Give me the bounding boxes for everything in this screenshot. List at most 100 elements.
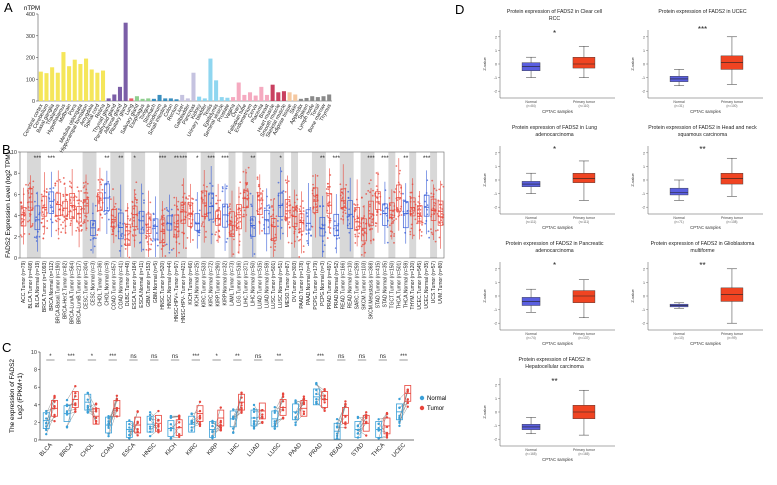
b-point <box>98 202 100 205</box>
a-bar <box>247 92 253 101</box>
b-point <box>229 220 232 223</box>
c-tumor-point <box>281 395 285 399</box>
b-point <box>183 192 186 195</box>
c-pair-line <box>295 413 305 423</box>
b-point <box>249 192 252 195</box>
b-point <box>132 216 135 219</box>
b-point <box>434 229 437 232</box>
b-point <box>385 206 388 209</box>
d-tumor-n: (n=111) <box>579 220 590 224</box>
c-normal-point <box>252 410 256 414</box>
b-point <box>354 204 357 207</box>
b-point <box>431 179 434 182</box>
b-box <box>124 223 131 246</box>
b-point <box>86 219 89 222</box>
b-point <box>438 222 441 224</box>
b-point <box>302 245 305 248</box>
b-box <box>201 190 207 217</box>
b-point <box>168 251 171 254</box>
b-point <box>121 232 123 235</box>
b-box <box>20 207 27 227</box>
a-bar <box>236 82 241 101</box>
b-point <box>306 240 309 242</box>
b-point <box>353 229 356 232</box>
c-pair-line <box>399 390 408 400</box>
b-shade-band <box>311 152 326 258</box>
b-point <box>246 181 249 184</box>
b-point <box>109 198 112 201</box>
c-normal-point <box>148 416 152 420</box>
b-point <box>402 199 405 202</box>
b-shade-band <box>131 152 146 258</box>
c-normal-point <box>169 414 173 418</box>
c-legend-tumor: Tumor <box>427 406 444 412</box>
b-point <box>100 183 103 186</box>
b-point <box>367 189 370 192</box>
c-tumor-point <box>198 424 202 428</box>
c-pair-line <box>336 416 346 427</box>
b-point <box>80 225 83 227</box>
c-tumor-point <box>219 429 222 432</box>
b-category-label: SKCM.Tumor (n=103) <box>362 261 368 310</box>
d-tumor-label: Primary tumor <box>573 216 596 220</box>
b-point <box>114 220 116 223</box>
b-point <box>167 210 170 213</box>
b-point <box>150 243 153 246</box>
c-significance: ns <box>130 354 136 360</box>
c-tumor-point <box>261 415 264 419</box>
b-point <box>273 242 276 245</box>
b-point <box>97 189 100 191</box>
c-tumor-point <box>302 410 306 413</box>
c-pair-line <box>316 384 325 391</box>
c-normal-point <box>356 432 360 435</box>
b-point <box>424 222 427 225</box>
d-tumor-label: Primary tumor <box>573 100 596 104</box>
c-tumor-point <box>344 400 347 403</box>
b-point <box>212 221 215 223</box>
d-normal-label: Normal <box>673 216 685 220</box>
b-point <box>247 166 250 169</box>
b-point <box>100 208 103 211</box>
b-point <box>393 241 395 244</box>
b-point <box>186 236 189 239</box>
c-tumor-point <box>406 398 409 401</box>
b-point <box>287 223 290 226</box>
b-point <box>299 238 302 241</box>
b-point <box>76 186 79 189</box>
b-point <box>204 217 206 220</box>
b-point <box>135 201 138 204</box>
c-tumor-point <box>302 397 306 400</box>
a-bar <box>270 84 275 101</box>
d-y-tick-label: 1 <box>643 281 645 285</box>
a-bar <box>140 98 145 101</box>
b-point <box>326 237 329 239</box>
b-significance: *** <box>221 155 229 162</box>
c-tumor-point <box>365 415 368 419</box>
b-point <box>54 182 57 185</box>
b-point <box>441 216 443 219</box>
c-pair-line <box>108 410 118 437</box>
b-point <box>420 234 423 237</box>
a-bar <box>219 97 224 101</box>
b-point <box>323 244 326 247</box>
d-normal-n: (n=10) <box>674 336 683 340</box>
b-point <box>333 220 336 223</box>
b-point <box>82 182 85 184</box>
b-box <box>41 195 48 217</box>
b-point <box>389 230 392 233</box>
c-y-tick-label: 8 <box>34 368 37 374</box>
c-pair-line <box>150 426 159 429</box>
b-point <box>128 232 130 235</box>
b-point <box>81 228 83 231</box>
b-point <box>94 204 97 207</box>
b-point <box>327 202 329 205</box>
d-plot-title: Protein expression of FADS2 in UCEC <box>658 9 746 15</box>
b-point <box>174 228 177 231</box>
b-point <box>327 226 330 229</box>
b-box <box>180 201 187 224</box>
b-shade-band <box>360 152 375 258</box>
d-tumor-n: (n=99) <box>727 336 736 340</box>
b-point <box>97 229 99 232</box>
c-significance: * <box>91 354 94 360</box>
b-point <box>276 220 279 222</box>
